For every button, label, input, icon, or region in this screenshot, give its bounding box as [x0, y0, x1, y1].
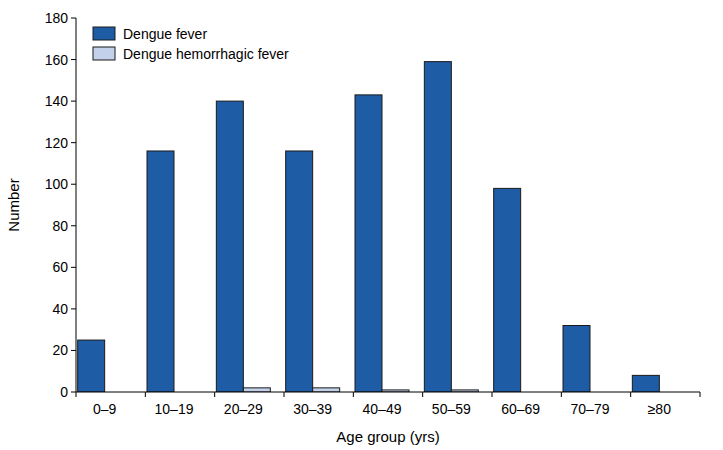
y-tick-label: 160	[45, 52, 69, 68]
bar	[313, 388, 340, 392]
y-axis-line	[76, 18, 77, 392]
y-tick-label: 180	[45, 10, 69, 26]
chart-svg: 0 20 40 60 80 100 120 140 160 180 0–9 10–19 20–29 30–…	[0, 0, 723, 450]
x-tick-label: 60–69	[501, 401, 540, 417]
legend-swatch	[93, 27, 115, 40]
x-tick-divider	[700, 392, 701, 397]
x-tick-divider	[145, 392, 146, 397]
x-tick-divider	[284, 392, 285, 397]
x-axis-title: Age group (yrs)	[336, 428, 439, 445]
y-tick	[71, 142, 76, 143]
y-tick-label: 80	[52, 218, 68, 234]
bar	[216, 101, 243, 392]
bar	[147, 151, 174, 392]
y-tick	[71, 225, 76, 226]
y-tick	[71, 392, 76, 393]
y-tick-label: 0	[60, 384, 68, 400]
bars	[78, 62, 660, 392]
axes: 0 20 40 60 80 100 120 140 160 180 0–9 10–19 20–29 30–…	[45, 10, 700, 417]
x-axis-line	[76, 392, 700, 393]
legend-label: Dengue fever	[123, 26, 207, 42]
x-tick-label: 30–39	[293, 401, 332, 417]
bar	[78, 340, 105, 392]
y-axis-title: Number	[5, 178, 22, 231]
y-tick	[71, 350, 76, 351]
y-tick-label: 120	[45, 135, 69, 151]
bar	[632, 375, 659, 392]
y-tick	[71, 18, 76, 19]
bar	[563, 326, 590, 392]
y-tick	[71, 308, 76, 309]
x-tick-divider	[422, 392, 423, 397]
bar	[243, 388, 270, 392]
x-tick-divider	[630, 392, 631, 397]
y-tick	[71, 184, 76, 185]
y-tick-label: 20	[52, 342, 68, 358]
legend-swatch	[93, 47, 115, 60]
x-tick-label: 0–9	[93, 401, 117, 417]
x-tick-label: ≥80	[648, 401, 671, 417]
x-tick-divider	[214, 392, 215, 397]
x-tick-divider	[561, 392, 562, 397]
legend: Dengue fever Dengue hemorrhagic fever	[93, 26, 289, 62]
y-tick	[71, 267, 76, 268]
y-tick	[71, 59, 76, 60]
x-tick-label: 10–19	[155, 401, 194, 417]
bar	[424, 62, 451, 392]
bar	[355, 95, 382, 392]
bar	[494, 188, 521, 392]
x-tick-label: 20–29	[224, 401, 263, 417]
x-tick-divider	[76, 392, 77, 397]
bar	[286, 151, 313, 392]
y-tick-label: 100	[45, 176, 69, 192]
y-tick-label: 140	[45, 93, 69, 109]
y-tick	[71, 101, 76, 102]
y-tick-label: 40	[52, 301, 68, 317]
x-tick-label: 40–49	[363, 401, 402, 417]
chart-container: 0 20 40 60 80 100 120 140 160 180 0–9 10–19 20–29 30–…	[0, 0, 723, 450]
x-tick-label: 50–59	[432, 401, 471, 417]
y-tick-label: 60	[52, 259, 68, 275]
x-tick-label: 70–79	[571, 401, 610, 417]
legend-label: Dengue hemorrhagic fever	[123, 46, 289, 62]
x-tick-divider	[492, 392, 493, 397]
x-tick-divider	[353, 392, 354, 397]
